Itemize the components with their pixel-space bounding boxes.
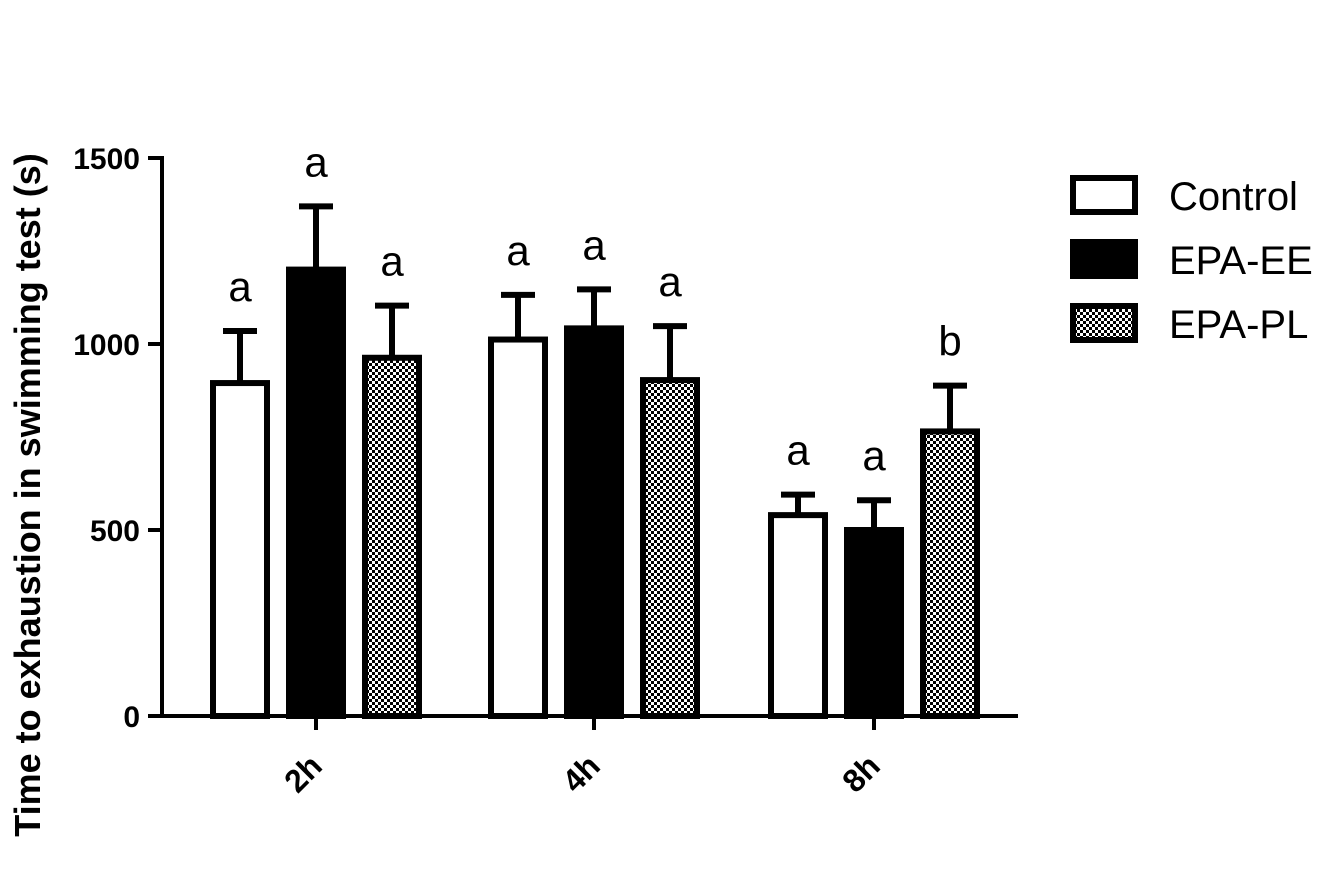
bar-control	[488, 336, 548, 719]
significance-label: b	[938, 318, 961, 365]
bar-epa-ee	[564, 325, 624, 719]
legend-swatch	[1070, 303, 1138, 343]
bar-epa-ee	[844, 527, 904, 719]
significance-label: a	[304, 138, 328, 185]
y-tick-label: 1000	[73, 329, 140, 362]
bar-epa-pl	[362, 354, 422, 719]
significance-label: a	[506, 227, 530, 274]
y-axis-title: Time to exhaustion in swimming test (s)	[7, 153, 48, 836]
significance-label: a	[862, 432, 886, 479]
y-tick-label: 0	[123, 701, 140, 734]
bar-control	[768, 512, 828, 719]
bar-epa-ee	[286, 266, 346, 719]
x-tick-label: 8h	[835, 747, 887, 799]
legend: Control EPA-EE EPA-PL	[1070, 175, 1313, 347]
x-tick-label: 2h	[277, 747, 329, 799]
y-axis: 0 500 1000 1500	[73, 143, 164, 734]
significance-label: a	[786, 427, 810, 474]
y-tick-label: 500	[90, 515, 140, 548]
x-tick-label: 4h	[555, 747, 607, 799]
bars: a a a a a a a a b	[210, 138, 980, 719]
legend-swatch	[1070, 239, 1138, 279]
bar-control	[210, 380, 270, 719]
legend-label: EPA-PL	[1169, 303, 1308, 347]
bar-epa-pl	[640, 377, 700, 719]
legend-swatch	[1070, 175, 1138, 215]
significance-label: a	[582, 221, 606, 268]
legend-label: EPA-EE	[1169, 239, 1313, 283]
significance-label: a	[380, 238, 404, 285]
bar-epa-pl	[920, 428, 980, 719]
y-tick-label: 1500	[73, 143, 140, 176]
legend-label: Control	[1169, 175, 1298, 219]
x-axis: 2h 4h 8h	[160, 714, 1018, 799]
significance-label: a	[228, 263, 252, 310]
significance-label: a	[658, 258, 682, 305]
